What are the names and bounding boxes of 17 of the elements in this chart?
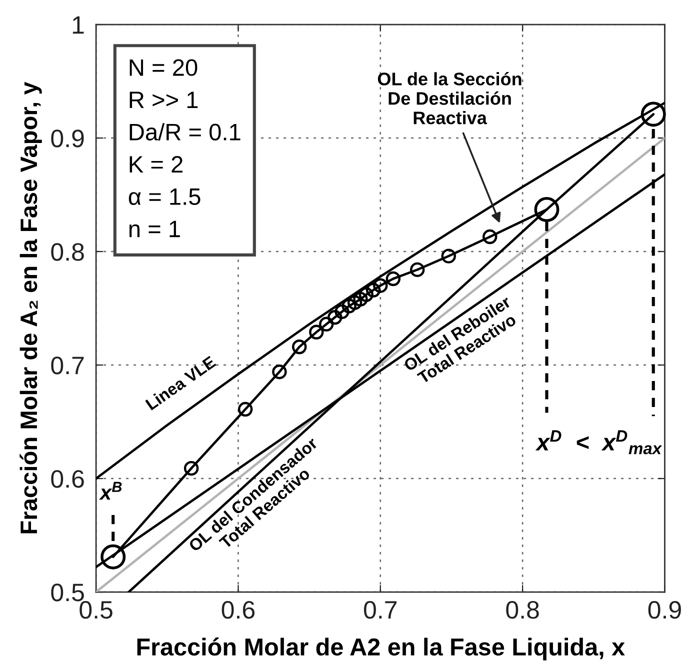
x-tick-label: 0.5 <box>80 601 112 619</box>
y-tick-label: 0.5 <box>51 584 84 602</box>
annotation: N = 20 R >> 1 Da/R = 0.1 K = 2 α = 1.5 n = 1 <box>128 59 240 238</box>
annotation: x$^{D}$ < x$^{D}$$_{max}$ <box>535 430 662 454</box>
x-tick-label: 0.8 <box>506 601 539 619</box>
y-tick-label: 0.7 <box>51 356 84 374</box>
y-axis-title: Fracción Molar de A₂ en la Fase Vapor, y <box>20 82 42 534</box>
y-tick-label: 0.9 <box>51 130 84 148</box>
y-tick-label: 0.6 <box>51 470 84 488</box>
y-tick-label: 1 <box>72 16 84 34</box>
x-tick-label: 0.9 <box>648 601 681 619</box>
annotation: OL de la Sección De Destilación Reactiva <box>378 72 522 124</box>
x-tick-label: 0.7 <box>364 601 397 619</box>
annotation: x$^{B}$ <box>99 482 122 500</box>
y-tick-label: 0.8 <box>51 243 84 261</box>
x-axis-title: Fracción Molar de A2 en la Fase Liquida, x <box>137 638 625 660</box>
x-tick-label: 0.6 <box>222 601 254 619</box>
